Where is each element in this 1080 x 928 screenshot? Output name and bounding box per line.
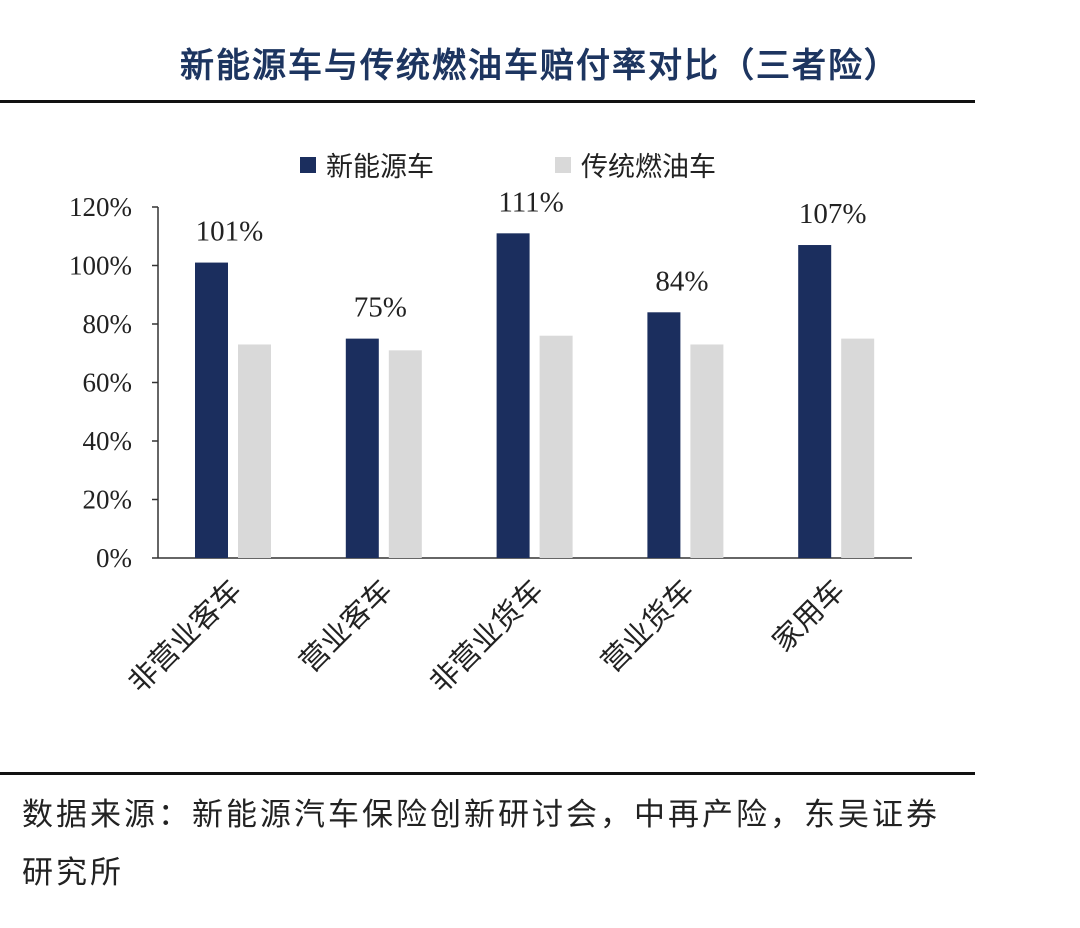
bar-chart: 0% 20% 40% 60% 80% 100% 120% 101% 非营业客车 75% 营业客车 11… [69,186,912,700]
y-tick-label: 20% [83,485,133,515]
x-category-label: 营业货车 [594,573,700,679]
x-category-label: 非营业客车 [121,573,248,700]
x-category-label: 营业客车 [293,573,399,679]
bar-ice [841,338,875,558]
legend-label-ice: 传统燃油车 [581,152,716,183]
y-tick-label: 120% [69,192,132,222]
data-label: 75% [354,292,407,324]
top-divider [0,100,975,103]
data-label: 101% [196,216,264,248]
y-tick-label: 80% [83,309,133,339]
bar-nev [798,245,832,558]
legend-swatch-ice [555,156,571,173]
bar-ice [238,344,271,558]
data-label: 107% [799,198,867,230]
legend-item-ice: 传统燃油车 [555,145,716,184]
legend-swatch-nev [300,156,316,173]
legend-item-nev: 新能源车 [300,145,434,184]
x-category-label: 家用车 [766,573,852,659]
y-tick-label: 60% [83,368,133,398]
bar-nev [496,233,530,558]
bar-ice [539,335,573,558]
bar-ice [388,350,422,558]
source-note: 数据来源：新能源汽车保险创新研讨会，中再产险，东吴证券研究所 [22,797,940,891]
bar-nev [345,338,379,558]
y-tick-label: 40% [83,426,133,456]
chart-title: 新能源车与传统燃油车赔付率对比（三者险） [180,46,900,86]
bar-ice [690,344,724,558]
data-label: 84% [655,265,708,297]
y-tick-label: 0% [96,543,132,573]
y-tick-label: 100% [69,251,132,281]
bottom-divider [0,772,975,775]
bar-nev [195,262,228,558]
x-category-label: 非营业货车 [423,573,550,700]
bar-nev [647,312,681,558]
legend-label-nev: 新能源车 [326,152,434,183]
data-label: 111% [498,186,564,218]
